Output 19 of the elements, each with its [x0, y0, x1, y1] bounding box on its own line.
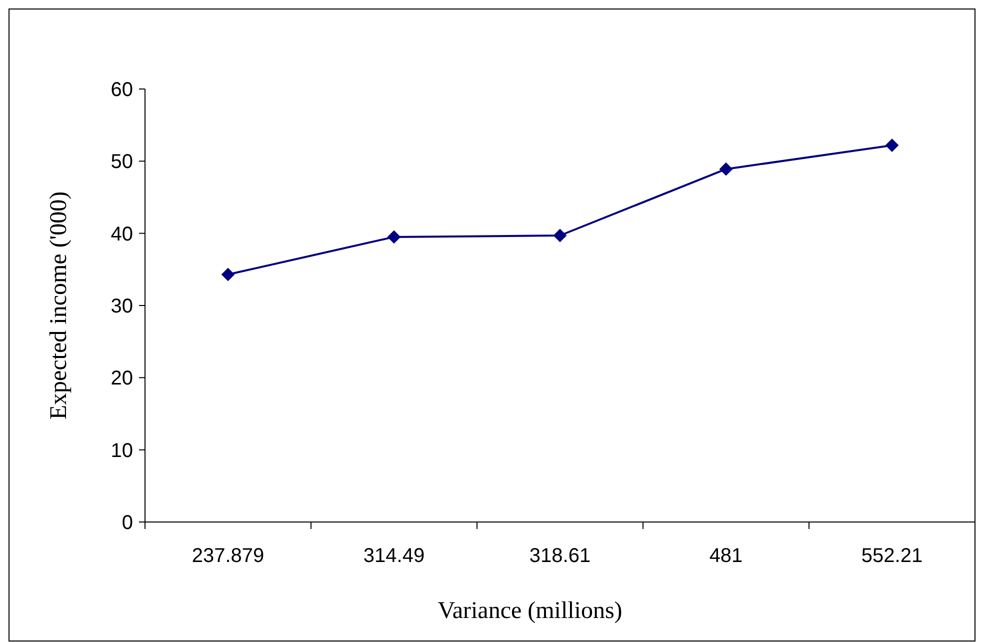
x-tick-label: 237.879: [192, 545, 264, 567]
x-axis-title: Variance (millions): [438, 598, 622, 624]
y-tick-label: 50: [110, 151, 133, 174]
x-tick-label: 481: [709, 545, 743, 567]
point: [222, 268, 234, 281]
point: [388, 230, 400, 244]
x-tick-label: 314.49: [363, 545, 425, 567]
x-tick-label: 552.21: [861, 545, 923, 567]
y-tick-label: 60: [110, 79, 133, 101]
y-tick-label: 20: [110, 368, 133, 390]
x-tick-label: 318.61: [529, 545, 591, 567]
point: [720, 162, 732, 176]
point: [554, 229, 566, 242]
y-tick-label: 30: [110, 296, 133, 318]
point: [886, 138, 898, 152]
y-tick-label: 0: [122, 512, 133, 534]
y-axis-title: Expected income ('000): [46, 191, 72, 420]
y-tick-label: 40: [110, 223, 133, 246]
y-tick-label: 10: [110, 440, 133, 462]
